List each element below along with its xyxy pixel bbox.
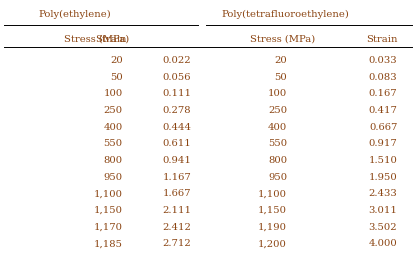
Text: Strain: Strain (95, 35, 127, 44)
Text: 1,185: 1,185 (94, 240, 123, 249)
Text: 50: 50 (274, 73, 287, 82)
Text: 2.712: 2.712 (163, 240, 191, 249)
Text: 0.417: 0.417 (369, 106, 397, 115)
Text: 400: 400 (104, 123, 123, 132)
Text: 0.917: 0.917 (369, 139, 397, 149)
Text: 1,150: 1,150 (94, 206, 123, 215)
Text: 550: 550 (268, 139, 287, 149)
Text: 3.011: 3.011 (369, 206, 397, 215)
Text: Stress (MPa): Stress (MPa) (64, 35, 130, 44)
Text: 3.502: 3.502 (369, 223, 397, 232)
Text: 1,170: 1,170 (94, 223, 123, 232)
Text: 800: 800 (104, 156, 123, 165)
Text: 800: 800 (268, 156, 287, 165)
Text: 0.278: 0.278 (163, 106, 191, 115)
Text: 1,190: 1,190 (258, 223, 287, 232)
Text: 2.412: 2.412 (163, 223, 191, 232)
Text: 1,200: 1,200 (258, 240, 287, 249)
Text: 0.056: 0.056 (163, 73, 191, 82)
Text: 950: 950 (268, 173, 287, 182)
Text: Strain: Strain (366, 35, 397, 44)
Text: Poly(ethylene): Poly(ethylene) (39, 9, 111, 19)
Text: 0.667: 0.667 (369, 123, 397, 132)
Text: Stress (MPa): Stress (MPa) (250, 35, 315, 44)
Text: 0.941: 0.941 (163, 156, 191, 165)
Text: 400: 400 (268, 123, 287, 132)
Text: 1,100: 1,100 (258, 189, 287, 198)
Text: 0.083: 0.083 (369, 73, 397, 82)
Text: 2.433: 2.433 (369, 189, 397, 198)
Text: 4.000: 4.000 (369, 240, 397, 249)
Text: 0.033: 0.033 (369, 56, 397, 65)
Text: 550: 550 (104, 139, 123, 149)
Text: 1.510: 1.510 (369, 156, 397, 165)
Text: 0.444: 0.444 (162, 123, 191, 132)
Text: 1,100: 1,100 (94, 189, 123, 198)
Text: 0.611: 0.611 (163, 139, 191, 149)
Text: 20: 20 (110, 56, 123, 65)
Text: 950: 950 (104, 173, 123, 182)
Text: 0.022: 0.022 (163, 56, 191, 65)
Text: 100: 100 (268, 89, 287, 98)
Text: 1.950: 1.950 (369, 173, 397, 182)
Text: 1.167: 1.167 (163, 173, 191, 182)
Text: 50: 50 (110, 73, 123, 82)
Text: 250: 250 (104, 106, 123, 115)
Text: 1,150: 1,150 (258, 206, 287, 215)
Text: 1.667: 1.667 (163, 189, 191, 198)
Text: 250: 250 (268, 106, 287, 115)
Text: 20: 20 (274, 56, 287, 65)
Text: 100: 100 (104, 89, 123, 98)
Text: 0.111: 0.111 (162, 89, 191, 98)
Text: 2.111: 2.111 (162, 206, 191, 215)
Text: 0.167: 0.167 (369, 89, 397, 98)
Text: Poly(tetrafluoroethylene): Poly(tetrafluoroethylene) (221, 9, 349, 19)
